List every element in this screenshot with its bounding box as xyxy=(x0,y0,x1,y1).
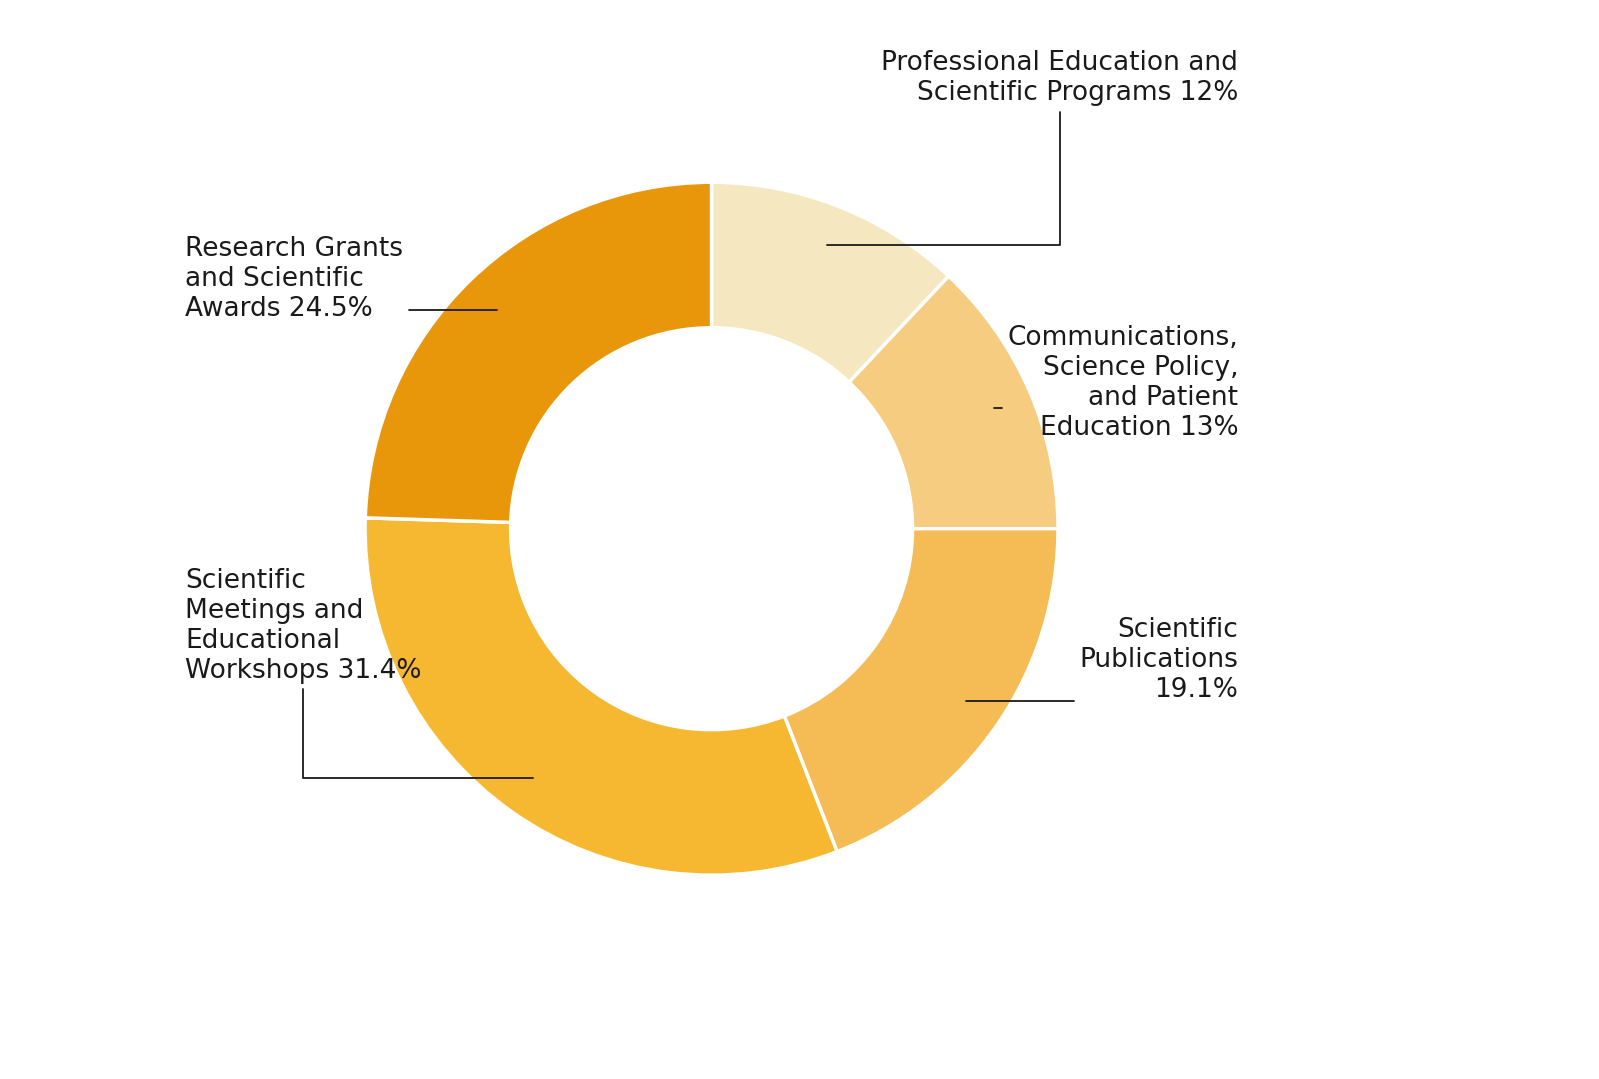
Wedge shape xyxy=(785,529,1059,851)
Wedge shape xyxy=(365,518,836,875)
Wedge shape xyxy=(849,276,1059,529)
Wedge shape xyxy=(712,182,948,382)
Text: Professional Education and
Scientific Programs 12%: Professional Education and Scientific Pr… xyxy=(827,50,1238,245)
Text: Scientific
Meetings and
Educational
Workshops 31.4%: Scientific Meetings and Educational Work… xyxy=(185,568,532,778)
Text: Scientific
Publications
19.1%: Scientific Publications 19.1% xyxy=(966,617,1238,704)
Text: Research Grants
and Scientific
Awards 24.5%: Research Grants and Scientific Awards 24… xyxy=(185,236,497,323)
Wedge shape xyxy=(365,182,712,522)
Text: Communications,
Science Policy,
and Patient
Education 13%: Communications, Science Policy, and Pati… xyxy=(995,325,1238,441)
